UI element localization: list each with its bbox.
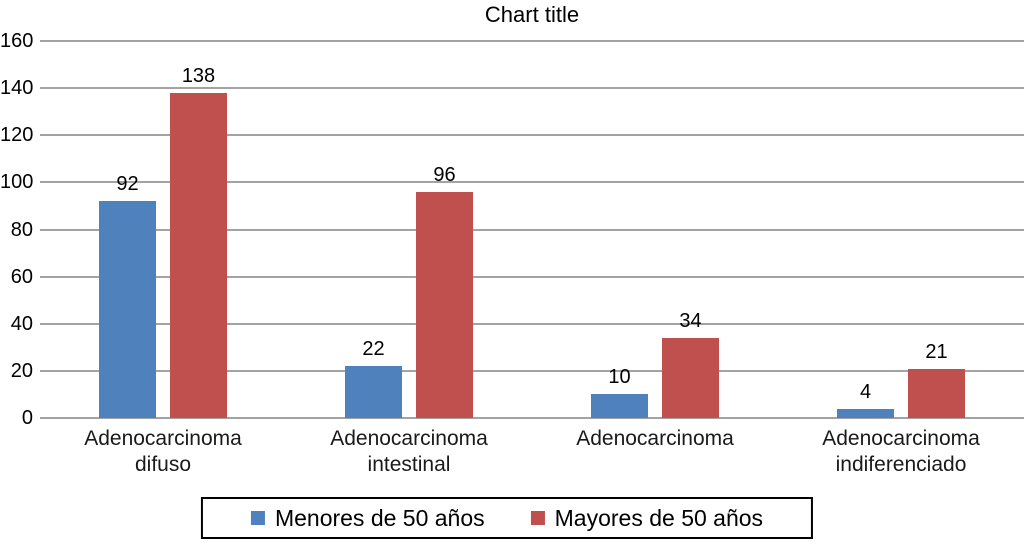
category-label-text: Adenocarcinoma [576, 427, 734, 450]
gridline [40, 275, 1024, 278]
category-label-text: Adenocarcinoma difuso [84, 427, 242, 476]
chart-title: Chart title [484, 2, 580, 27]
bar-value-label: 21 [925, 340, 948, 363]
bar-mayores [908, 368, 965, 418]
plot-area: 92 22 10 4 138 96 34 21 [40, 40, 1024, 419]
legend-swatch-mayores-icon [530, 511, 545, 525]
y-tick-label: 100 [0, 171, 34, 194]
gridline [40, 228, 1024, 231]
gridline [40, 181, 1024, 184]
gridline [40, 417, 1024, 419]
y-tick-label: 80 [10, 218, 33, 241]
legend: Menores de 50 años Mayores de 50 años [200, 497, 814, 539]
gridline [40, 87, 1024, 90]
bar-menores [345, 366, 402, 418]
category-label-text: Adenocarcinoma intestinal [330, 427, 488, 476]
gridline [40, 322, 1024, 325]
legend-item-mayores: Mayores de 50 años [530, 504, 764, 532]
legend-label-mayores: Mayores de 50 años [554, 505, 764, 531]
gridline [40, 134, 1024, 137]
y-tick-label: 120 [0, 124, 34, 147]
legend-label-menores: Menores de 50 años [274, 505, 485, 531]
bar-menores [591, 394, 648, 418]
y-tick-label: 160 [0, 30, 34, 52]
gridline [40, 369, 1024, 372]
legend-swatch-menores-icon [250, 511, 265, 525]
category-label-text: Adenocarcinoma indiferenciado [822, 427, 980, 476]
gridline [40, 40, 1024, 42]
bar-value-label: 92 [116, 173, 139, 196]
category-label: Adenocarcinoma intestinal [286, 426, 532, 478]
y-tick-label: 0 [21, 407, 33, 429]
bar-value-label: 4 [859, 380, 872, 403]
bar-mayores [662, 337, 719, 418]
y-tick-label: 60 [10, 265, 33, 288]
bar-mayores [416, 191, 473, 418]
legend-item-menores: Menores de 50 años [250, 504, 485, 532]
bar-menores [837, 408, 894, 418]
category-label: Adenocarcinoma difuso [40, 426, 286, 478]
bar-value-label: 96 [433, 163, 456, 186]
bar-value-label: 22 [362, 338, 385, 361]
bar-mayores [170, 92, 227, 418]
bar-value-label: 34 [679, 309, 702, 332]
y-tick-label: 20 [10, 359, 33, 382]
y-tick-label: 140 [0, 77, 34, 100]
category-label: Adenocarcinoma indiferenciado [778, 426, 1024, 478]
category-label: Adenocarcinoma [532, 426, 778, 452]
bar-value-label: 138 [181, 64, 216, 87]
y-tick-label: 40 [10, 312, 33, 335]
bar-value-label: 10 [608, 366, 631, 389]
bar-menores [99, 201, 156, 418]
